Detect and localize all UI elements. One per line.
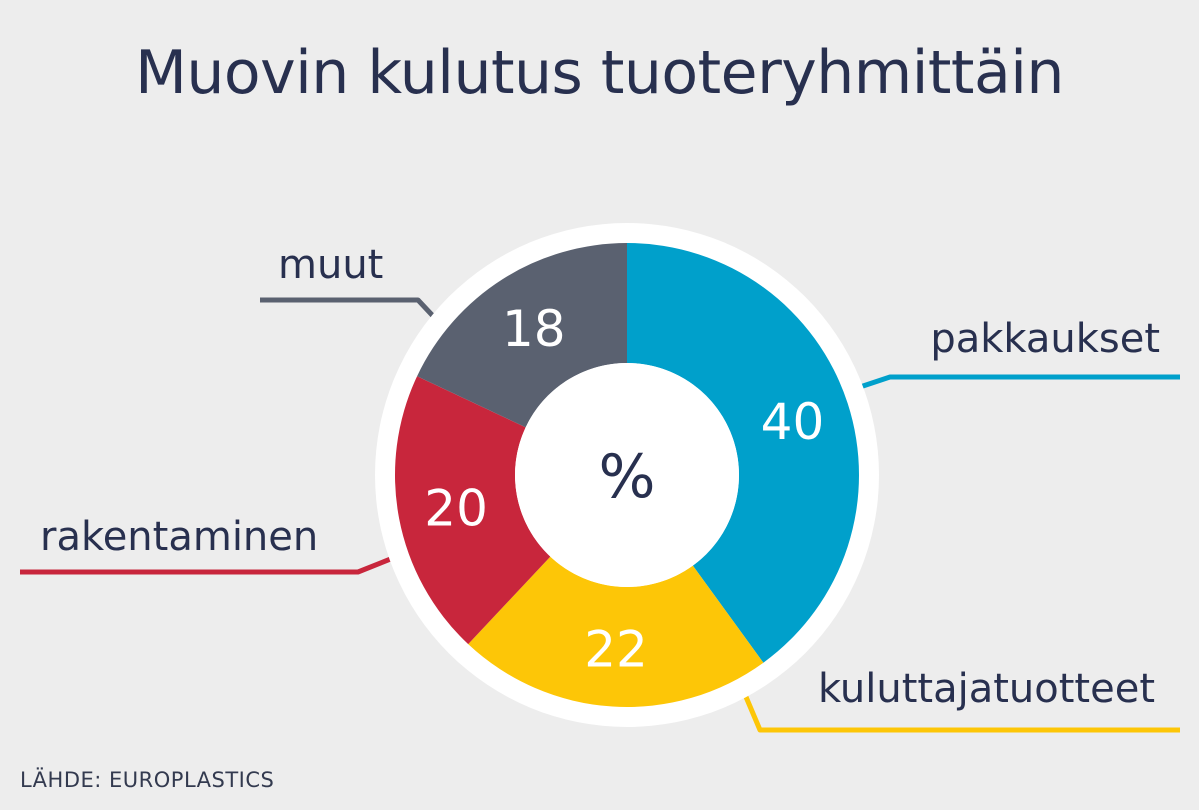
slice-kuluttajatuotteet [468, 556, 764, 707]
value-label-kuluttajatuotteet: 22 [584, 621, 648, 679]
value-labels: 40 22 20 18 [424, 300, 824, 679]
slice-pakkaukset [627, 243, 859, 663]
donut-slices [394, 243, 859, 707]
slice-muut [417, 243, 627, 428]
source-note: LÄHDE: EUROPLASTICS [20, 768, 275, 792]
leader-line-muut [260, 297, 450, 334]
category-label-rakentaminen: rakentaminen [40, 514, 318, 560]
chart-title: Muovin kulutus tuoteryhmittäin [135, 38, 1064, 108]
donut-center-hole [515, 363, 739, 587]
value-label-pakkaukset: 40 [761, 393, 825, 451]
value-label-rakentaminen: 20 [424, 480, 488, 538]
slice-rakentaminen [394, 376, 551, 645]
category-labels: pakkaukset kuluttajatuotteet rakentaminen m… [40, 242, 1160, 712]
value-label-muut: 18 [502, 300, 566, 358]
center-label: % [598, 442, 655, 512]
category-label-pakkaukset: pakkaukset [930, 316, 1160, 362]
category-label-kuluttajatuotteet: kuluttajatuotteet [818, 666, 1155, 712]
leader-line-pakkaukset [844, 374, 1180, 395]
category-label-muut: muut [278, 242, 383, 288]
